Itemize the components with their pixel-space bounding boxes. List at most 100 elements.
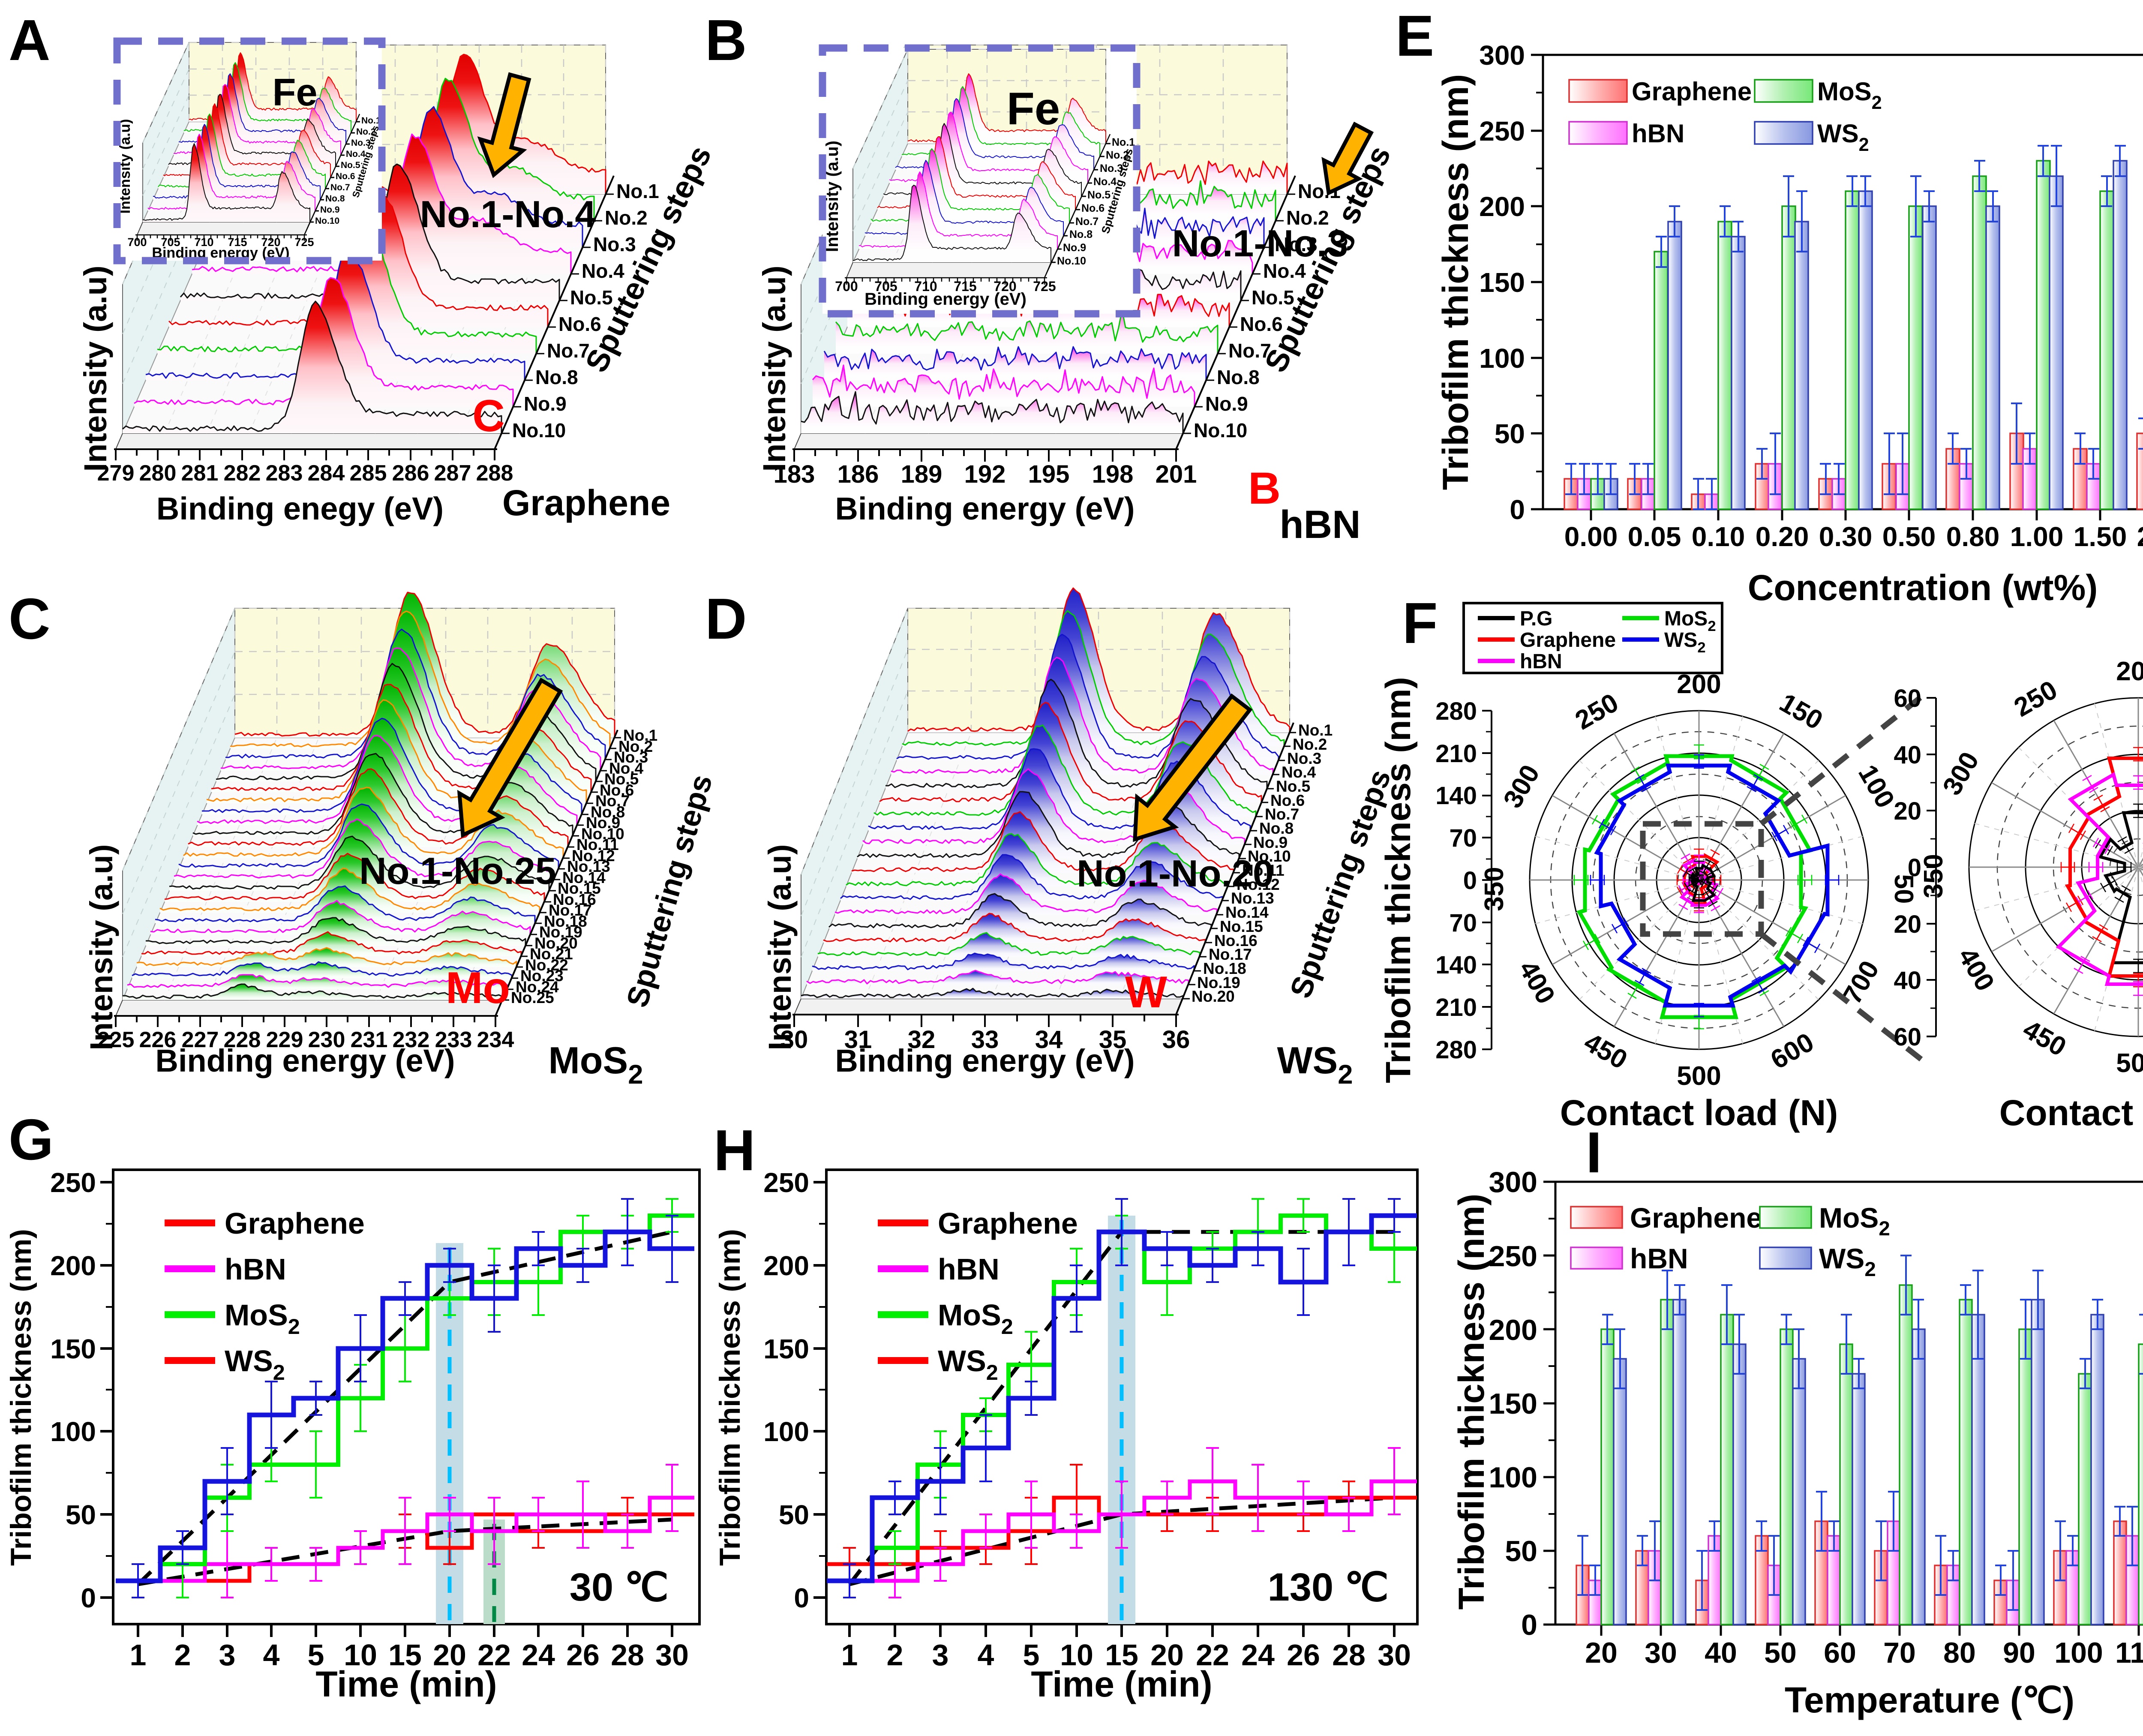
svg-text:W: W <box>1125 967 1168 1017</box>
svg-text:250: 250 <box>1479 116 1525 147</box>
svg-text:No.1: No.1 <box>623 727 657 744</box>
svg-text:No.7: No.7 <box>595 792 630 810</box>
svg-text:40: 40 <box>1894 741 1921 769</box>
svg-text:No.15: No.15 <box>1220 918 1263 935</box>
svg-text:No.22: No.22 <box>525 956 568 974</box>
svg-text:Binding energy (eV): Binding energy (eV) <box>835 1043 1135 1078</box>
svg-text:186: 186 <box>837 460 879 488</box>
svg-text:No.9: No.9 <box>524 393 567 415</box>
svg-text:725: 725 <box>294 236 314 249</box>
svg-text:50: 50 <box>1764 1637 1797 1669</box>
svg-text:No.11: No.11 <box>1242 862 1285 879</box>
svg-text:50: 50 <box>1889 874 1918 904</box>
svg-text:Tribofilm thickness (nm): Tribofilm thickness (nm) <box>1435 74 1476 490</box>
svg-text:28: 28 <box>1332 1638 1366 1672</box>
svg-text:No.3: No.3 <box>1287 750 1321 767</box>
svg-text:No.7: No.7 <box>1228 339 1271 362</box>
svg-text:229: 229 <box>266 1027 303 1052</box>
svg-text:hBN: hBN <box>1520 650 1562 673</box>
svg-text:Binding energy (eV): Binding energy (eV) <box>864 290 1026 309</box>
svg-text:No.9: No.9 <box>586 814 620 832</box>
svg-text:No.1: No.1 <box>1298 721 1333 739</box>
svg-text:No.17: No.17 <box>549 901 592 919</box>
svg-text:hBN: hBN <box>225 1252 286 1286</box>
svg-text:MoS2: MoS2 <box>1664 607 1716 634</box>
svg-text:No.13: No.13 <box>1231 889 1274 907</box>
svg-text:Tribofilm thickness (nm): Tribofilm thickness (nm) <box>1379 677 1418 1083</box>
svg-text:Graphene: Graphene <box>1630 1202 1762 1234</box>
svg-text:Intensity (a.u): Intensity (a.u) <box>762 844 798 1050</box>
svg-text:No.23: No.23 <box>520 967 564 985</box>
svg-text:200: 200 <box>1677 670 1721 699</box>
svg-text:2: 2 <box>174 1638 191 1672</box>
svg-text:No.10: No.10 <box>512 419 566 442</box>
svg-text:192: 192 <box>964 460 1006 488</box>
svg-text:1.00: 1.00 <box>2010 521 2064 552</box>
svg-text:100: 100 <box>2054 1637 2103 1669</box>
svg-text:No.20: No.20 <box>1192 988 1235 1005</box>
svg-text:No.21: No.21 <box>530 945 573 963</box>
svg-text:140: 140 <box>1435 782 1477 810</box>
svg-text:279: 279 <box>97 461 135 486</box>
svg-text:Fe: Fe <box>272 71 317 114</box>
svg-text:150: 150 <box>50 1334 96 1364</box>
svg-text:0.20: 0.20 <box>1756 521 1809 552</box>
svg-text:0.80: 0.80 <box>1946 521 2000 552</box>
svg-text:No.10: No.10 <box>1248 847 1291 865</box>
svg-text:Intensity (a.u): Intensity (a.u) <box>756 265 792 472</box>
svg-text:hBN: hBN <box>1632 119 1684 148</box>
svg-text:40: 40 <box>1894 967 1921 994</box>
svg-text:198: 198 <box>1092 460 1134 488</box>
svg-text:30 ℃: 30 ℃ <box>570 1565 669 1609</box>
svg-text:50: 50 <box>779 1499 809 1530</box>
svg-text:Intensity (a.u): Intensity (a.u) <box>78 265 113 472</box>
svg-text:15: 15 <box>1105 1638 1138 1672</box>
svg-text:280: 280 <box>1435 697 1477 725</box>
svg-text:0.50: 0.50 <box>1882 521 1936 552</box>
svg-text:No.18: No.18 <box>1203 960 1246 977</box>
svg-text:No.14: No.14 <box>562 869 606 886</box>
svg-text:150: 150 <box>1479 267 1525 298</box>
svg-text:No.6: No.6 <box>1270 792 1305 809</box>
svg-text:No.6: No.6 <box>1240 313 1283 335</box>
svg-text:No.5: No.5 <box>604 770 639 788</box>
svg-text:No.7: No.7 <box>330 183 350 192</box>
svg-text:No.19: No.19 <box>1197 974 1240 991</box>
svg-text:230: 230 <box>308 1027 345 1052</box>
svg-text:No.2: No.2 <box>1286 207 1329 229</box>
svg-text:232: 232 <box>393 1027 430 1052</box>
svg-text:No.10: No.10 <box>581 825 624 843</box>
svg-text:710: 710 <box>194 236 213 249</box>
svg-text:No.3: No.3 <box>1275 233 1318 255</box>
svg-text:No.25: No.25 <box>511 989 554 1006</box>
svg-text:No.4: No.4 <box>609 760 644 777</box>
svg-text:70: 70 <box>1883 1637 1916 1669</box>
svg-text:225: 225 <box>97 1027 135 1052</box>
svg-text:285: 285 <box>350 461 387 486</box>
svg-text:No.9: No.9 <box>1205 393 1248 415</box>
svg-text:No.10: No.10 <box>315 216 339 226</box>
svg-text:250: 250 <box>763 1167 809 1198</box>
svg-text:No.14: No.14 <box>1225 904 1269 921</box>
svg-text:33: 33 <box>971 1026 999 1054</box>
svg-text:3: 3 <box>219 1638 236 1672</box>
svg-text:Contact load (N): Contact load (N) <box>1560 1093 1838 1133</box>
svg-text:228: 228 <box>224 1027 261 1052</box>
svg-text:30: 30 <box>1645 1637 1677 1669</box>
svg-text:No.7: No.7 <box>1265 805 1299 823</box>
svg-text:280: 280 <box>139 461 177 486</box>
svg-text:Contact load (N): Contact load (N) <box>1999 1093 2143 1133</box>
svg-text:140: 140 <box>1435 951 1477 979</box>
svg-text:Mo: Mo <box>446 963 510 1013</box>
svg-text:26: 26 <box>566 1638 600 1672</box>
svg-text:Graphene: Graphene <box>225 1207 365 1240</box>
svg-text:Fe: Fe <box>1007 83 1060 134</box>
svg-text:4: 4 <box>263 1638 280 1672</box>
svg-text:280: 280 <box>1435 1036 1477 1064</box>
svg-text:No.2: No.2 <box>605 207 648 229</box>
svg-text:No.2: No.2 <box>1106 149 1129 161</box>
svg-text:283: 283 <box>266 461 303 486</box>
svg-text:284: 284 <box>308 461 345 486</box>
svg-text:No.3: No.3 <box>351 138 371 148</box>
svg-text:No.5: No.5 <box>1276 778 1310 795</box>
